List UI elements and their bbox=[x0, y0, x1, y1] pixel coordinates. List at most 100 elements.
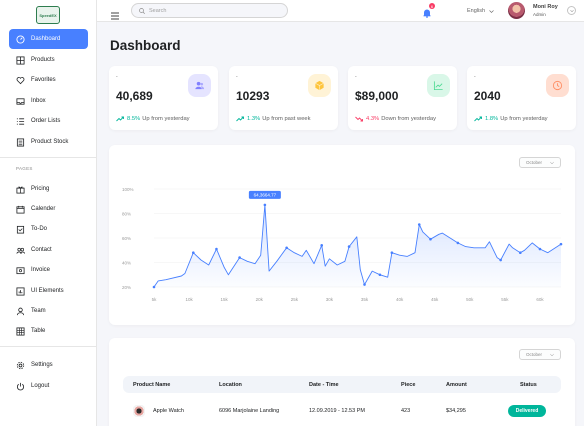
chart-point[interactable] bbox=[191, 251, 195, 254]
sidebar-item-team[interactable]: Team bbox=[9, 301, 88, 321]
x-tick-label: 5k bbox=[152, 297, 158, 302]
x-tick-label: 30k bbox=[326, 297, 334, 302]
chart-point[interactable] bbox=[417, 223, 421, 226]
chart-point[interactable] bbox=[456, 241, 460, 245]
chart-tooltip bbox=[248, 190, 281, 199]
gift-icon bbox=[16, 185, 25, 194]
sidebar-item-to-do[interactable]: To-Do bbox=[9, 219, 88, 239]
stock-icon bbox=[16, 137, 25, 147]
sidebar-item-label: Invoice bbox=[31, 267, 51, 273]
sidebar-item-ui-elements[interactable]: UI Elements bbox=[9, 281, 88, 301]
chart-point[interactable] bbox=[363, 283, 366, 286]
sidebar-item-label: Logout bbox=[31, 383, 50, 389]
chart-point[interactable] bbox=[499, 258, 502, 262]
y-tick-label: 20% bbox=[122, 285, 131, 290]
x-tick-label: 50k bbox=[466, 297, 474, 302]
table-month-dropdown[interactable]: October bbox=[519, 349, 561, 360]
line-chart-icon bbox=[427, 74, 450, 97]
sidebar-item-contact[interactable]: Contact bbox=[9, 240, 88, 260]
chart-point[interactable] bbox=[519, 251, 522, 254]
stat-trend-text: Up from past week bbox=[262, 116, 311, 122]
y-tick-label: 100% bbox=[122, 187, 134, 192]
sidebar-item-label: Contact bbox=[31, 247, 52, 253]
stat-card: - 2040 1.8% Up from yesterday bbox=[467, 66, 576, 130]
sidebar-item-inbox[interactable]: Inbox bbox=[9, 91, 88, 111]
sidebar-item-favorites[interactable]: Favorites bbox=[9, 70, 88, 90]
sidebar-item-label: Dashboard bbox=[31, 36, 61, 42]
chart-point[interactable] bbox=[320, 244, 324, 247]
sidebar-item-logout[interactable]: Logout bbox=[9, 376, 88, 396]
x-tick-label: 60k bbox=[536, 297, 544, 302]
chart-point[interactable] bbox=[559, 242, 563, 246]
search-bar bbox=[131, 3, 288, 18]
user-menu-button[interactable] bbox=[567, 6, 576, 15]
chart-month-dropdown[interactable]: October bbox=[519, 157, 561, 168]
sidebar-item-calender[interactable]: Calender bbox=[9, 199, 88, 219]
sidebar-item-label: Inbox bbox=[31, 98, 46, 104]
search-icon bbox=[139, 7, 145, 14]
cell-amount: $34,295 bbox=[446, 408, 466, 414]
table-month-label: October bbox=[526, 352, 543, 357]
trend-down-icon bbox=[355, 116, 363, 122]
sidebar-item-settings[interactable]: Settings bbox=[9, 355, 88, 375]
chart-point[interactable] bbox=[347, 245, 351, 248]
stat-trend: 4.3% Down from yesterday bbox=[355, 116, 436, 122]
sidebar-divider bbox=[0, 157, 97, 158]
chart-point[interactable] bbox=[429, 237, 432, 241]
chart-point[interactable] bbox=[263, 203, 267, 207]
chart-point[interactable] bbox=[238, 256, 241, 259]
sidebar-item-order-lists[interactable]: Order Lists bbox=[9, 111, 88, 131]
chart-series-line bbox=[153, 204, 562, 288]
stat-label: - bbox=[236, 74, 238, 80]
column-header-piece: Piece bbox=[401, 382, 416, 388]
sidebar-item-product-stock[interactable]: Product Stock bbox=[9, 132, 88, 152]
sidebar-item-dashboard[interactable]: Dashboard bbox=[9, 29, 88, 49]
trend-up-icon bbox=[236, 116, 244, 122]
person-icon bbox=[16, 307, 25, 316]
sidebar-item-label: Settings bbox=[31, 362, 53, 368]
x-tick-label: 35k bbox=[361, 297, 369, 302]
y-tick-label: 80% bbox=[122, 212, 131, 217]
inbox-icon bbox=[16, 97, 25, 106]
avatar[interactable] bbox=[508, 2, 525, 19]
x-tick-label: 15k bbox=[221, 297, 229, 302]
chart-point[interactable] bbox=[152, 285, 156, 289]
chart-month-label: October bbox=[526, 160, 543, 165]
user-role: Admin bbox=[533, 12, 546, 17]
chart-point[interactable] bbox=[390, 251, 394, 254]
sidebar-item-products[interactable]: Products bbox=[9, 50, 88, 70]
chart-point[interactable] bbox=[285, 246, 288, 250]
chevron-down-icon bbox=[489, 9, 494, 13]
sidebar-item-label: UI Elements bbox=[31, 288, 64, 294]
sidebar-item-label: Pricing bbox=[31, 186, 50, 192]
chart-point[interactable] bbox=[538, 247, 542, 251]
status-badge: Delivered bbox=[508, 405, 546, 417]
sales-chart-card: October 20% 40% 60% 80% 100% 5k 10k 15k 20k 25k 30… bbox=[109, 145, 575, 325]
language-label: English bbox=[467, 8, 486, 14]
trend-up-icon bbox=[116, 116, 124, 122]
bell-icon[interactable] bbox=[422, 5, 432, 18]
column-header-location: Location bbox=[219, 382, 242, 388]
sidebar-item-label: Calender bbox=[31, 206, 56, 212]
x-tick-label: 10k bbox=[185, 297, 193, 302]
sidebar-item-invoice[interactable]: Invoice bbox=[9, 260, 88, 280]
contact-icon bbox=[16, 246, 25, 255]
stat-trend-percent: 8.5% bbox=[127, 116, 141, 122]
sidebar-item-pricing[interactable]: Pricing bbox=[9, 179, 88, 199]
sidebar-item-label: Team bbox=[31, 308, 46, 314]
menu-icon[interactable] bbox=[111, 7, 119, 20]
language-select[interactable]: English bbox=[467, 8, 494, 14]
stat-trend-percent: 1.3% bbox=[247, 116, 261, 122]
stat-trend: 8.5% Up from yesterday bbox=[116, 116, 190, 122]
search-input[interactable] bbox=[149, 7, 279, 14]
chart-point[interactable] bbox=[215, 247, 218, 251]
stat-trend-text: Down from yesterday bbox=[381, 116, 436, 122]
chart-point[interactable] bbox=[378, 273, 382, 277]
stat-card: - 40,689 8.5% Up from yesterday bbox=[109, 66, 218, 130]
notification-badge: 6 bbox=[429, 3, 435, 9]
sales-chart: 20% 40% 60% 80% 100% 5k 10k 15k 20k 25k 30k 35k 40k 4… bbox=[122, 187, 563, 302]
cell-datetime: 12.09.2019 - 12.53 PM bbox=[309, 408, 365, 414]
app-logo[interactable]: SpeedEX bbox=[36, 6, 60, 24]
stat-label: - bbox=[474, 74, 476, 80]
sidebar-item-table[interactable]: Table bbox=[9, 321, 88, 341]
